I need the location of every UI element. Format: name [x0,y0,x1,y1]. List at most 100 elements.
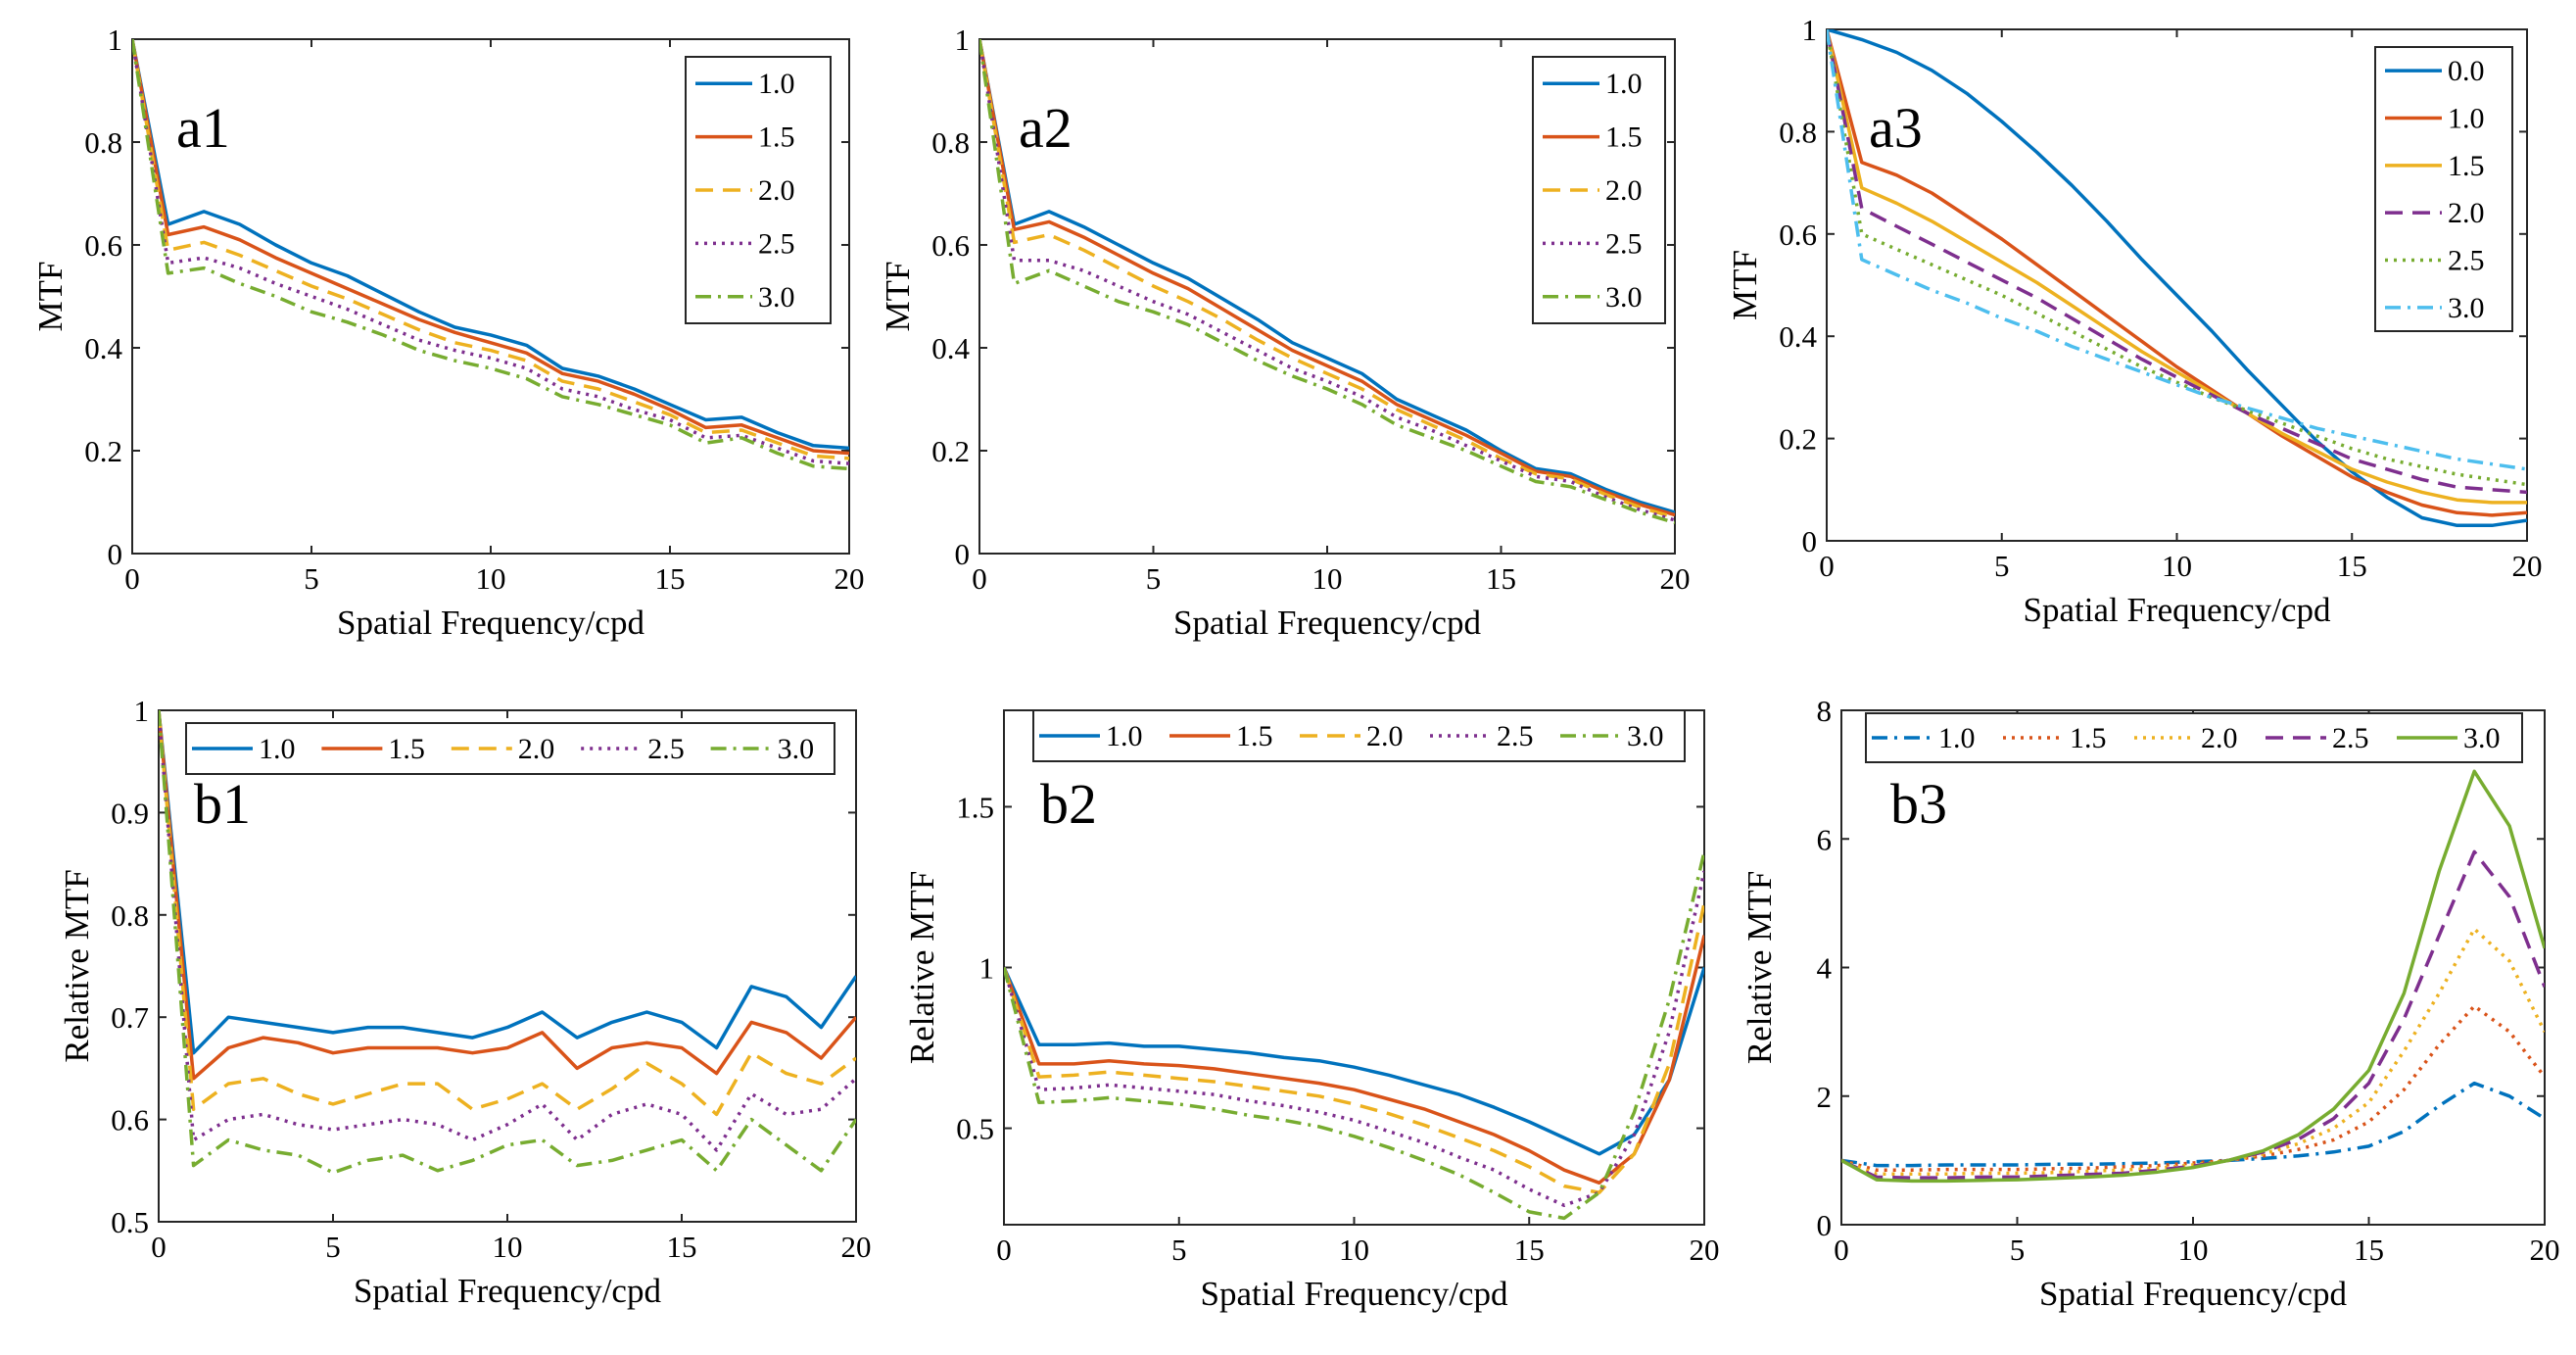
y-tick-label: 0.7 [111,1000,149,1035]
legend: 1.0 1.5 2.0 2.5 3.0 [185,722,835,775]
axes-box [158,709,857,1223]
x-tick-label: 15 [655,561,686,596]
series-group [1841,769,2545,1184]
y-tick-label: 0.5 [956,1112,994,1146]
series-line-3.0 [159,710,856,1175]
series-line-0.0 [1827,29,2527,528]
series-line-1.0 [1827,29,2527,517]
panel-label: a1 [176,96,230,160]
legend-label: 1.0 [1938,722,1976,754]
panel-label: b3 [1890,772,1947,836]
legend-label: 2.0 [518,733,555,765]
x-tick-label: 0 [972,561,987,596]
legend-label: 2.0 [758,174,795,207]
y-tick-label: 0.2 [931,434,970,468]
legend-label: 2.5 [2448,245,2485,277]
x-tick-label: 15 [2337,549,2367,583]
x-tick-label: 15 [2354,1233,2384,1267]
y-tick-label: 1 [134,694,150,728]
series-line-1.5 [1004,935,1704,1186]
y-tick-label: 0.8 [84,125,122,160]
series-line-1.0 [159,710,856,1055]
legend-label: 2.5 [1497,720,1534,752]
legend-label: 3.0 [758,281,795,314]
legend-label: 2.0 [2448,197,2485,229]
legend-label: 1.5 [1236,720,1273,752]
y-tick-label: 1 [955,23,971,57]
chart-a2: 0 5 10 15 20 0 0.2 0.4 0.6 0.8 1 Spatial Frequency/… [879,23,1691,642]
x-tick-label: 10 [2162,549,2192,583]
y-axis-label: Relative MTF [1741,871,1779,1064]
legend: 1.0 1.5 2.0 2.5 3.0 [1032,709,1686,762]
series-group [159,710,856,1175]
legend-label: 3.0 [2448,292,2485,324]
y-tick-label: 0.2 [84,434,122,468]
series-group [979,39,1675,525]
series-line-1.5 [1841,1004,2545,1172]
series-line-2.5 [1827,29,2527,487]
series-line-3.0 [132,39,849,471]
y-tick-label: 0.6 [931,228,970,263]
x-tick-label: 5 [2010,1233,2026,1267]
x-tick-label: 10 [2178,1233,2209,1267]
y-tick-label: 0.6 [1779,218,1817,252]
y-tick-label: 0.4 [1779,319,1817,354]
y-tick-label: 8 [1817,694,1833,728]
y-tick-label: 0.2 [1779,422,1817,457]
series-line-2.0 [132,39,849,460]
legend-label: 1.5 [2070,722,2107,754]
y-axis-label: MTF [1726,250,1764,320]
legend-label: 2.5 [2332,722,2369,754]
x-axis-label: Spatial Frequency/cpd [1201,1275,1508,1313]
legend-label: 1.0 [1106,720,1143,752]
legend-label: 1.0 [1605,68,1643,100]
y-tick-label: 0.5 [111,1205,149,1239]
x-tick-label: 20 [2530,1233,2560,1267]
y-axis-label: Relative MTF [903,871,941,1064]
y-tick-label: 1.5 [956,790,994,824]
y-tick-label: 0 [108,537,123,571]
legend: 1.0 1.5 2.0 2.5 3.0 [1532,56,1666,324]
legend-label: 2.0 [1366,720,1404,752]
y-tick-label: 6 [1817,822,1833,856]
y-tick-label: 0.4 [931,331,970,365]
series-group [1827,29,2527,528]
y-axis-label: MTF [31,262,70,332]
series-line-1.0 [1841,1081,2545,1168]
x-tick-label: 15 [1486,561,1516,596]
y-tick-label: 0 [1817,1208,1833,1242]
panel-label: b1 [194,772,251,836]
x-tick-label: 0 [996,1233,1012,1267]
legend-label: 3.0 [1627,720,1664,752]
x-tick-label: 20 [1660,561,1691,596]
legend-label: 3.0 [778,733,815,765]
y-axis-label: Relative MTF [58,869,96,1062]
series-line-1.5 [1827,29,2527,505]
y-tick-label: 0.8 [931,125,970,160]
legend-label: 2.5 [1605,227,1643,260]
legend-label: 3.0 [1605,281,1643,314]
legend-label: 3.0 [2463,722,2501,754]
legend-box [1865,712,2523,763]
x-tick-label: 15 [667,1230,697,1264]
x-axis-label: Spatial Frequency/cpd [2024,591,2331,629]
x-tick-label: 0 [1834,1233,1849,1267]
x-tick-label: 0 [151,1230,167,1264]
y-tick-label: 0.6 [111,1103,149,1137]
legend: 1.0 1.5 2.0 2.5 3.0 [685,56,832,324]
legend-label: 1.5 [2448,150,2485,182]
legend-label: 0.0 [2448,55,2485,87]
series-line-3.0 [979,39,1675,525]
y-tick-label: 1 [1802,13,1818,47]
series-line-2.0 [979,39,1675,519]
legend-label: 1.0 [758,68,795,100]
y-tick-label: 1 [979,951,995,986]
x-tick-label: 10 [1339,1233,1369,1267]
chart-b2: 0 5 10 15 20 0.5 1 1.5 Spatial Frequency/cpd Rela… [903,709,1720,1313]
series-group [132,39,849,471]
x-axis-label: Spatial Frequency/cpd [1173,604,1481,642]
series-line-2.5 [132,39,849,465]
x-tick-label: 5 [1146,561,1162,596]
y-tick-label: 1 [108,23,123,57]
